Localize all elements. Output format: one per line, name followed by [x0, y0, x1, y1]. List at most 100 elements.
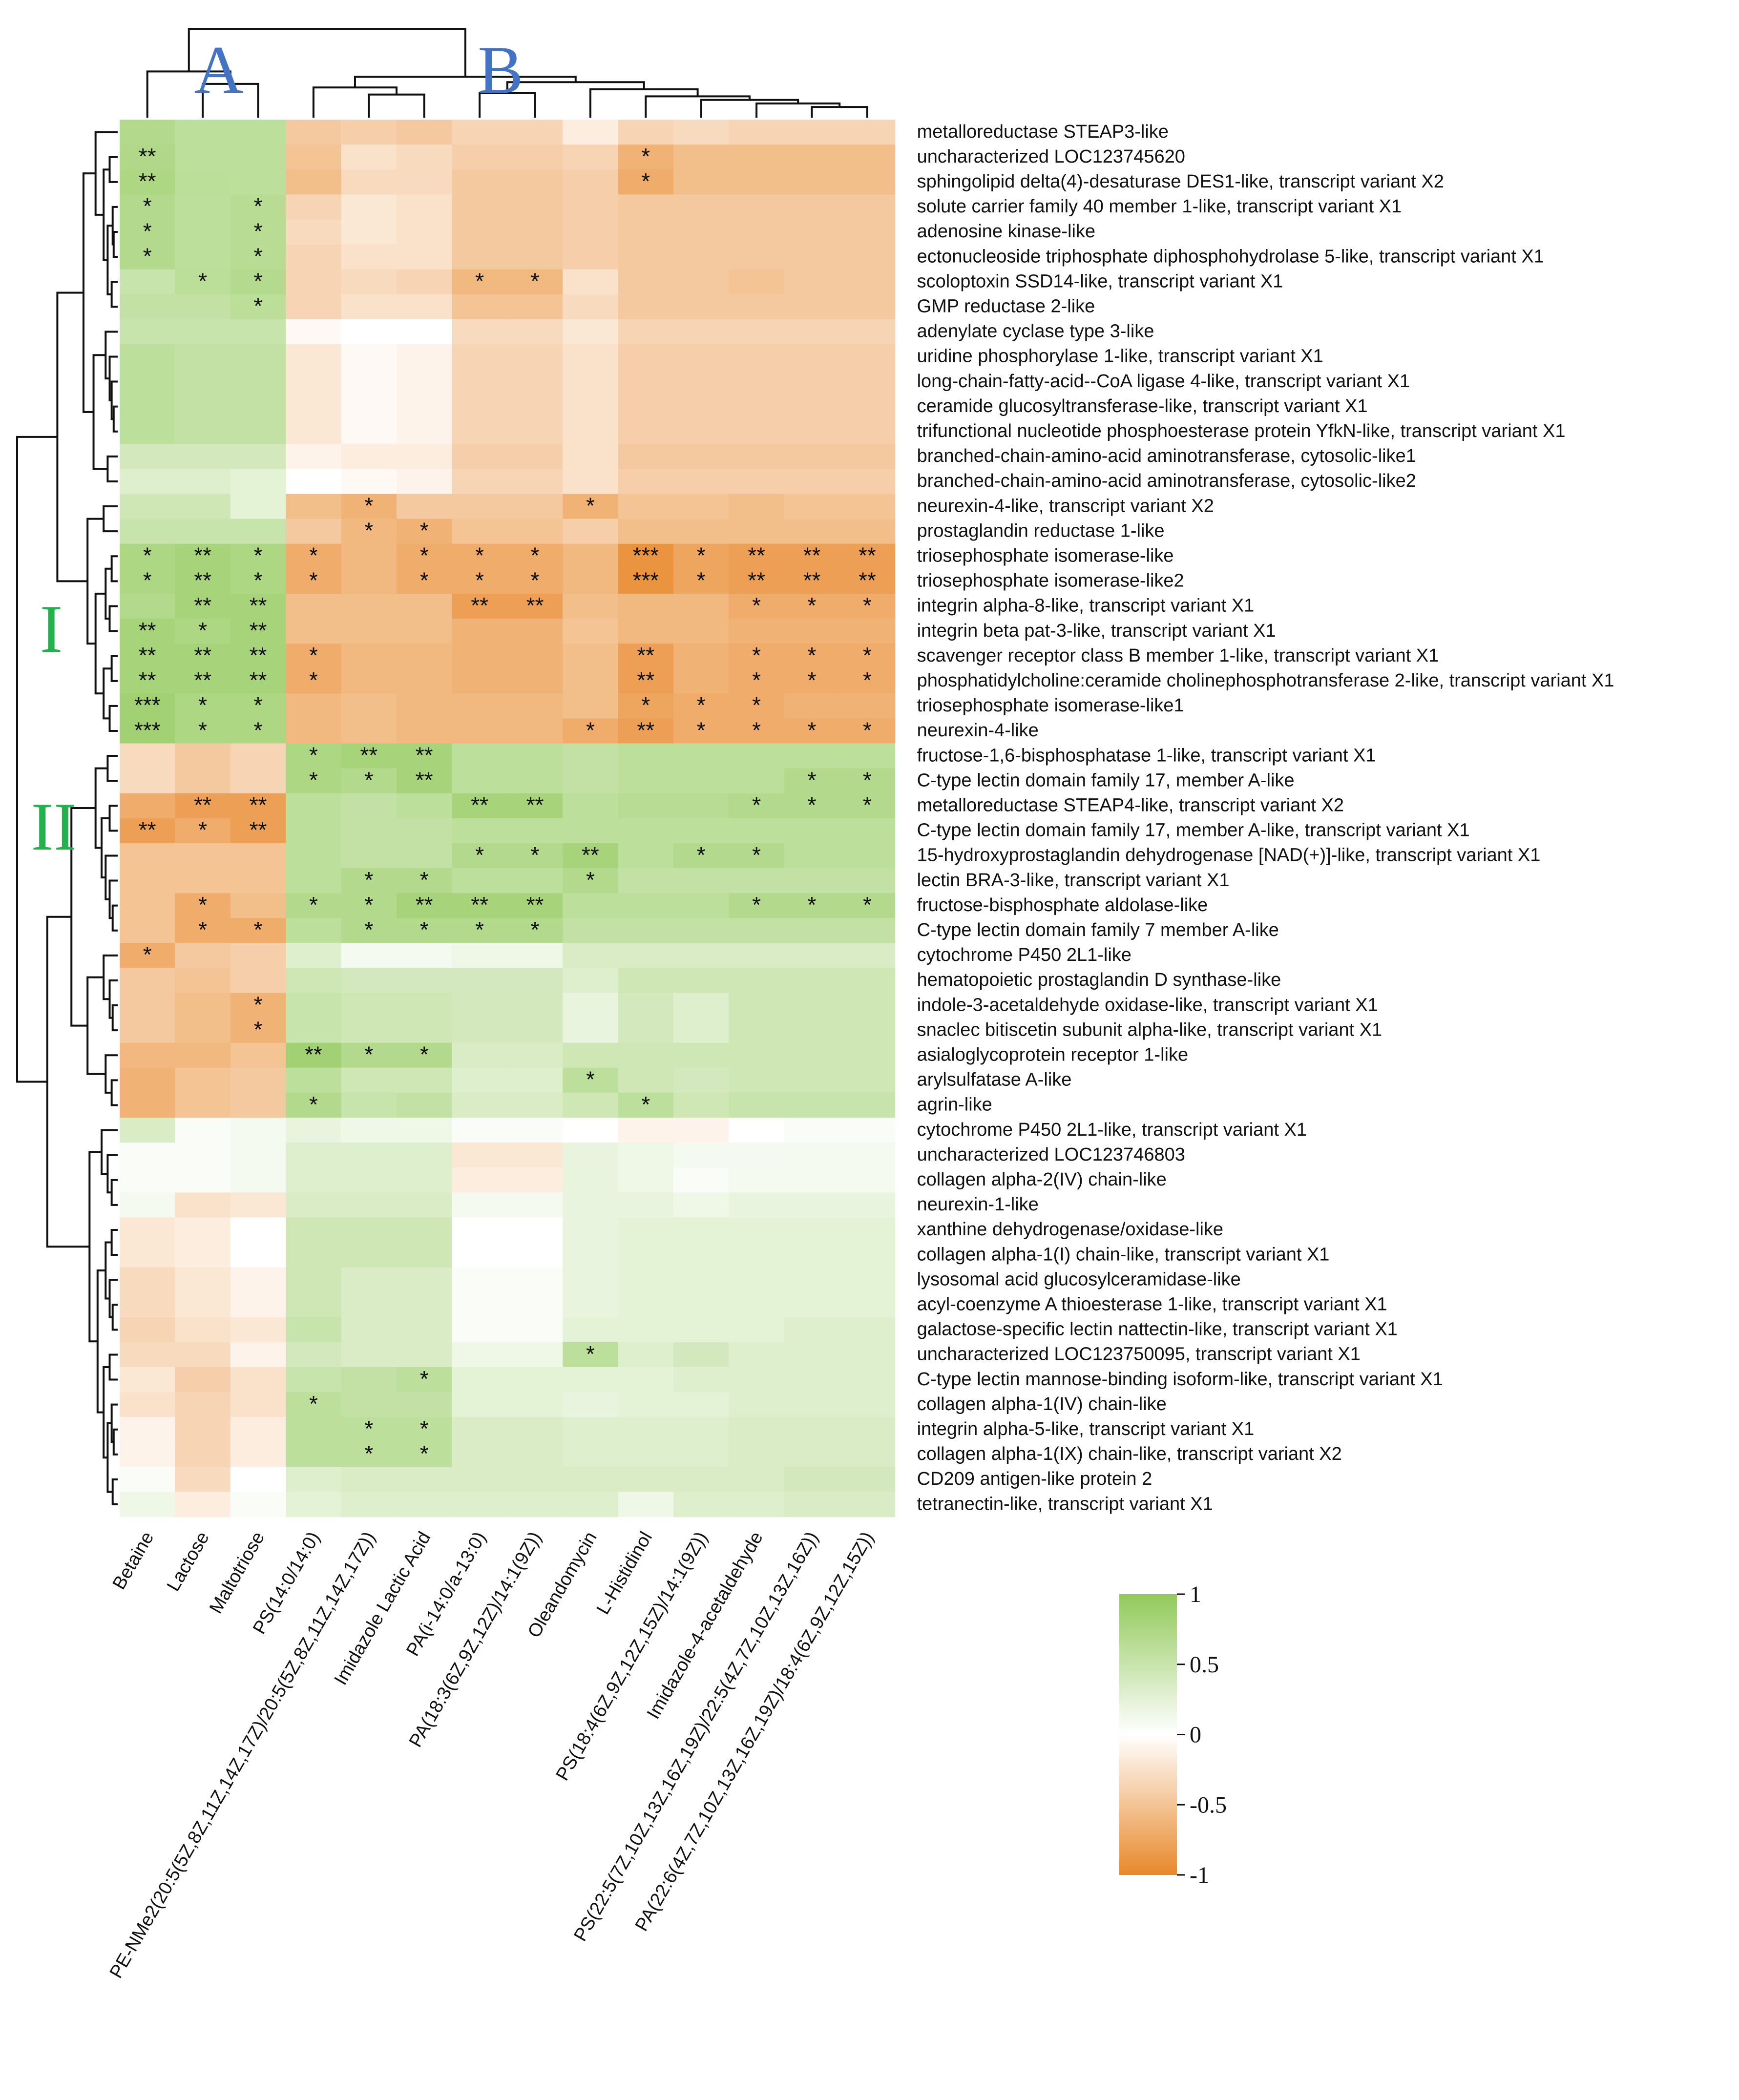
heatmap-cell	[230, 793, 286, 819]
significance-star: *	[254, 269, 263, 294]
heatmap-cell	[563, 943, 619, 968]
heatmap-cell	[839, 344, 896, 370]
heatmap-cell	[784, 993, 840, 1019]
heatmap-cell	[507, 469, 563, 495]
heatmap-cell	[673, 1242, 729, 1268]
heatmap-cell	[175, 619, 231, 644]
dendrogram-branch	[16, 436, 58, 1083]
heatmap-cell	[120, 1042, 175, 1068]
dendrogram-branch	[108, 979, 118, 1019]
dendrogram-branch	[112, 230, 118, 258]
heatmap-cell	[729, 644, 785, 669]
heatmap-cell	[120, 1467, 175, 1493]
heatmap-cell	[839, 120, 896, 145]
heatmap-cell	[839, 444, 896, 469]
heatmap-cell	[397, 1467, 452, 1493]
significance-star: **	[859, 543, 876, 568]
heatmap-cell	[729, 1143, 785, 1168]
heatmap-cell	[120, 319, 175, 345]
significance-star: *	[752, 717, 761, 743]
heatmap-cell	[839, 943, 896, 968]
heatmap-cell	[729, 1392, 785, 1417]
row-label: indole-3-acetaldehyde oxidase-like, tran…	[917, 995, 1378, 1015]
heatmap-cell	[286, 419, 342, 444]
colorbar-tick-label: -1	[1190, 1862, 1209, 1888]
heatmap-cell	[784, 1143, 840, 1168]
heatmap-cell	[729, 1118, 785, 1143]
heatmap-cell	[729, 968, 785, 994]
heatmap-cell	[120, 219, 175, 245]
column-label: Imidazole Lactic Acid	[331, 1528, 435, 1688]
heatmap-cell	[673, 1192, 729, 1218]
heatmap-cell	[839, 1367, 896, 1393]
significance-star: *	[254, 1017, 263, 1042]
heatmap-cell	[120, 568, 175, 594]
significance-star: *	[364, 1416, 373, 1441]
heatmap-cell	[507, 718, 563, 744]
heatmap-cell	[230, 1417, 286, 1442]
heatmap-cell	[175, 1067, 231, 1093]
heatmap-cell	[563, 743, 619, 769]
heatmap-cell	[120, 1067, 175, 1093]
heatmap-cell	[784, 793, 840, 819]
heatmap-cell	[341, 1042, 397, 1068]
heatmap-cell	[729, 619, 785, 644]
heatmap-cell	[784, 593, 840, 619]
heatmap-cell	[729, 568, 785, 594]
dendrogram-branch	[108, 879, 118, 919]
row-label: collagen alpha-1(IV) chain-like	[917, 1394, 1167, 1414]
heatmap-cell	[784, 644, 840, 669]
heatmap-cell	[729, 444, 785, 469]
significance-star: *	[254, 717, 263, 743]
heatmap-cell	[729, 145, 785, 170]
heatmap-cell	[286, 793, 342, 819]
significance-star: **	[416, 768, 433, 793]
heatmap-cell	[507, 1392, 563, 1417]
heatmap-cell	[839, 1267, 896, 1293]
heatmap-cell	[286, 1342, 342, 1368]
heatmap-cell	[286, 543, 342, 569]
heatmap-cell	[397, 1042, 452, 1068]
heatmap-cell	[120, 1317, 175, 1343]
heatmap-cell	[507, 543, 563, 569]
heatmap-cell	[452, 619, 508, 644]
heatmap-cell	[618, 120, 674, 145]
heatmap-cell	[230, 668, 286, 694]
row-label: metalloreductase STEAP3-like	[917, 122, 1169, 142]
heatmap-cell	[673, 668, 729, 694]
dendrogram-branch	[110, 1079, 118, 1106]
significance-star: *	[254, 692, 263, 718]
heatmap-cell	[341, 918, 397, 943]
significance-star: *	[364, 1042, 373, 1067]
heatmap-cell	[729, 219, 785, 245]
heatmap-cell	[563, 644, 619, 669]
significance-star: **	[194, 593, 211, 618]
heatmap-cell	[452, 1143, 508, 1168]
row-label: snaclec bitiscetin subunit alpha-like, t…	[917, 1019, 1383, 1040]
heatmap-cell	[341, 668, 397, 694]
heatmap-cell	[729, 993, 785, 1019]
heatmap-cell	[230, 1492, 286, 1518]
heatmap-cell	[729, 1467, 785, 1493]
heatmap-cell	[341, 1167, 397, 1193]
heatmap-cell	[673, 818, 729, 844]
heatmap-cell	[618, 1392, 674, 1417]
significance-star: *	[309, 1092, 318, 1117]
row-label: lectin BRA-3-like, transcript variant X1	[917, 870, 1230, 891]
heatmap-cell	[784, 568, 840, 594]
heatmap-cell	[507, 868, 563, 894]
row-label: triosephosphate isomerase-like2	[917, 571, 1184, 591]
significance-star: *	[752, 692, 761, 718]
heatmap-cell	[839, 644, 896, 669]
heatmap-cell	[729, 1317, 785, 1343]
row-label: metalloreductase STEAP4-like, transcript…	[917, 795, 1344, 816]
significance-star: ***	[134, 717, 161, 743]
heatmap-cell	[397, 593, 452, 619]
heatmap-cell	[397, 1417, 452, 1442]
heatmap-cell	[341, 593, 397, 619]
heatmap-cell	[341, 1492, 397, 1518]
heatmap-cell	[230, 1342, 286, 1368]
heatmap-cell	[120, 718, 175, 744]
heatmap-cell	[341, 1317, 397, 1343]
heatmap-cell	[563, 843, 619, 869]
